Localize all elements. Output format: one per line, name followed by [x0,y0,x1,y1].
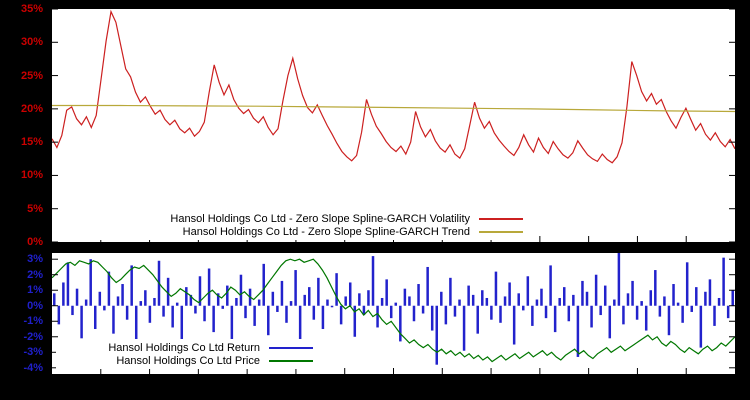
y-tick-label: 0% [27,299,43,312]
legend-label-volatility: Hansol Holdings Co Ltd - Zero Slope Spli… [170,212,470,225]
volatility-y-axis: 0% 5% 10% 15% 20% 25% 30% 35% [0,3,48,248]
legend-row-return: Hansol Holdings Co Ltd Return [61,341,313,354]
y-tick-label: 5% [27,202,43,215]
volatility-line-sample [479,217,523,220]
y-tick-label: 15% [20,136,43,149]
legend-label-trend: Hansol Holdings Co Ltd - Zero Slope Spli… [182,225,470,238]
y-tick-label: 1% [27,284,43,297]
y-tick-label: 10% [20,169,43,182]
legend-label-price: Hansol Holdings Co Ltd Price [116,354,260,367]
return-legend: Hansol Holdings Co Ltd Return Hansol Hol… [56,339,318,369]
y-tick-label: -4% [23,361,43,374]
return-bar-sample [269,346,313,349]
y-tick-label: -3% [23,346,43,359]
y-tick-label: 2% [27,268,43,281]
legend-row-trend: Hansol Holdings Co Ltd - Zero Slope Spli… [61,225,523,238]
return-y-axis: -4% -3% -2% -1% 0% 1% 2% 3% [0,253,48,374]
volatility-plot-svg [52,9,735,242]
y-tick-label: -2% [23,330,43,343]
trend-line-sample [479,230,523,233]
y-tick-label: 30% [20,36,43,49]
legend-row-price: Hansol Holdings Co Ltd Price [61,354,313,367]
return-plot-svg [52,253,735,374]
return-plot-area: Hansol Holdings Co Ltd Return Hansol Hol… [52,253,735,374]
legend-label-return: Hansol Holdings Co Ltd Return [108,341,260,354]
volatility-legend: Hansol Holdings Co Ltd - Zero Slope Spli… [56,210,528,240]
legend-row-volatility: Hansol Holdings Co Ltd - Zero Slope Spli… [61,212,523,225]
y-tick-label: 0% [27,236,43,248]
y-tick-label: -1% [23,315,43,328]
y-tick-label: 25% [20,69,43,82]
price-line-sample [269,359,313,362]
y-tick-label: 3% [27,253,43,266]
y-tick-label: 35% [20,3,43,15]
y-tick-label: 20% [20,102,43,115]
volatility-plot-area: Hansol Holdings Co Ltd - Zero Slope Spli… [52,9,735,242]
